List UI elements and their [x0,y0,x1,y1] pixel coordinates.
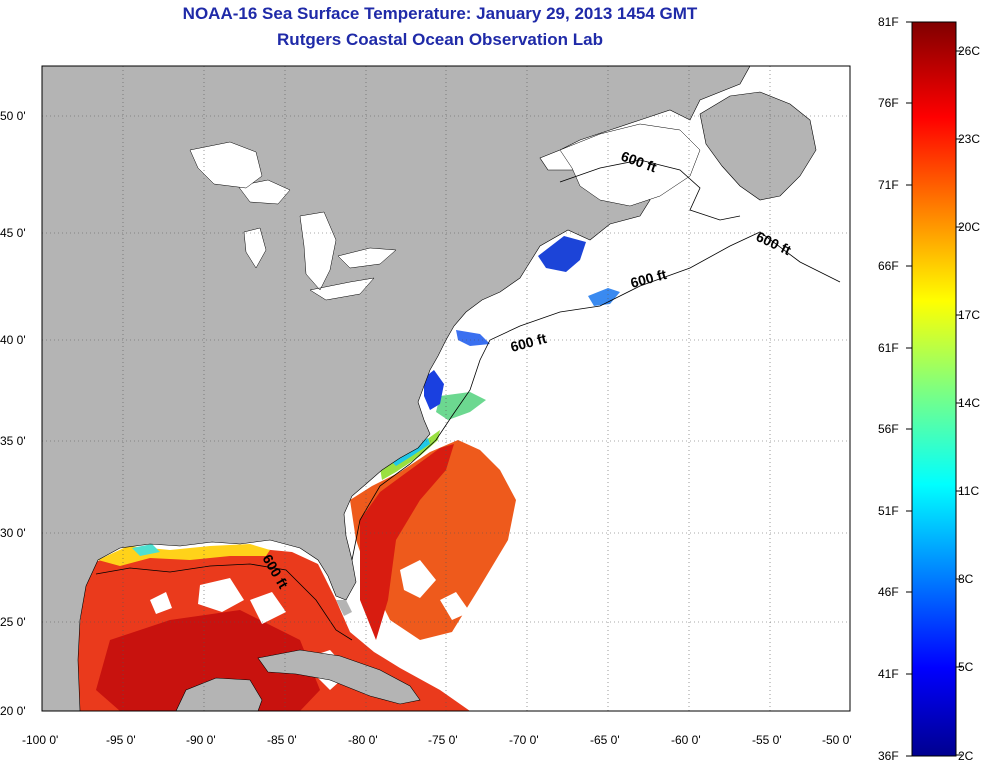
y-tick-label: 50 0' [0,109,26,123]
colorbar-ticks [906,21,962,757]
x-tick-label: -95 0' [106,733,136,747]
colorbar-f-label: 41F [878,667,899,681]
colorbar-c-label: 17C [958,308,981,322]
y-tick-label: 45 0' [0,226,26,240]
colorbar-c-label: 2C [958,749,974,763]
x-tick-label: -100 0' [22,733,59,747]
land-yucatan [175,677,263,711]
colorbar-f-label: 36F [878,749,899,763]
y-tick-label: 20 0' [0,704,26,718]
map-title: NOAA-16 Sea Surface Temperature: January… [182,4,698,23]
chesapeake-cold [424,370,444,410]
land-cuba [257,649,421,705]
gulf-of-maine-cold [538,236,586,272]
x-tick-label: -70 0' [509,733,539,747]
colorbar-f-label: 76F [878,96,899,110]
map-frame [41,65,851,712]
colorbar-f-label: 71F [878,178,899,192]
colorbar-f-label: 46F [878,585,899,599]
colorbar-c-label: 5C [958,660,974,674]
graticule [42,66,850,711]
y-tick-label: 30 0' [0,526,26,540]
isobath-600ft [95,159,841,641]
y-tick-label: 25 0' [0,615,26,629]
y-tick-label: 40 0' [0,333,26,347]
bahamas-gaps [400,560,470,620]
great-lakes [237,179,397,301]
hudson-bay-north [189,141,263,189]
x-tick-label: -50 0' [822,733,852,747]
x-tick-label: -55 0' [752,733,782,747]
mid-atlantic-shelf [436,392,486,420]
georges-bank-cold [588,288,620,306]
colorbar-c-label: 20C [958,220,981,234]
gulf-warm-core [96,610,320,711]
x-tick-label: -80 0' [348,733,378,747]
map-subtitle: Rutgers Coastal Ocean Observation Lab [277,30,603,49]
gulf-stream-warm [360,444,454,640]
colorbar-f-label: 81F [878,15,899,29]
nj-shelf-cold [456,330,490,346]
land-florida-keys [336,600,352,616]
land-north-america [42,66,751,711]
colorbar-f-label: 66F [878,259,899,273]
x-tick-label: -65 0' [590,733,620,747]
colorbar-f-label: 51F [878,504,899,518]
colorbar-f-label: 56F [878,422,899,436]
colorbar-c-label: 14C [958,396,981,410]
colorbar-c-label: 26C [958,44,981,58]
colorbar [911,21,957,757]
colorbar-c-label: 23C [958,132,981,146]
x-tick-label: -60 0' [671,733,701,747]
gulf-st-lawrence [559,123,701,207]
colorbar-c-label: 8C [958,572,974,586]
land-newfoundland [699,91,817,201]
gulf-coastal-cyan [132,544,160,556]
x-tick-label: -85 0' [267,733,297,747]
x-tick-label: -75 0' [428,733,458,747]
x-tick-label: -90 0' [186,733,216,747]
y-tick-label: 35 0' [0,434,26,448]
colorbar-f-label: 61F [878,341,899,355]
colorbar-c-label: 11C [958,484,980,498]
